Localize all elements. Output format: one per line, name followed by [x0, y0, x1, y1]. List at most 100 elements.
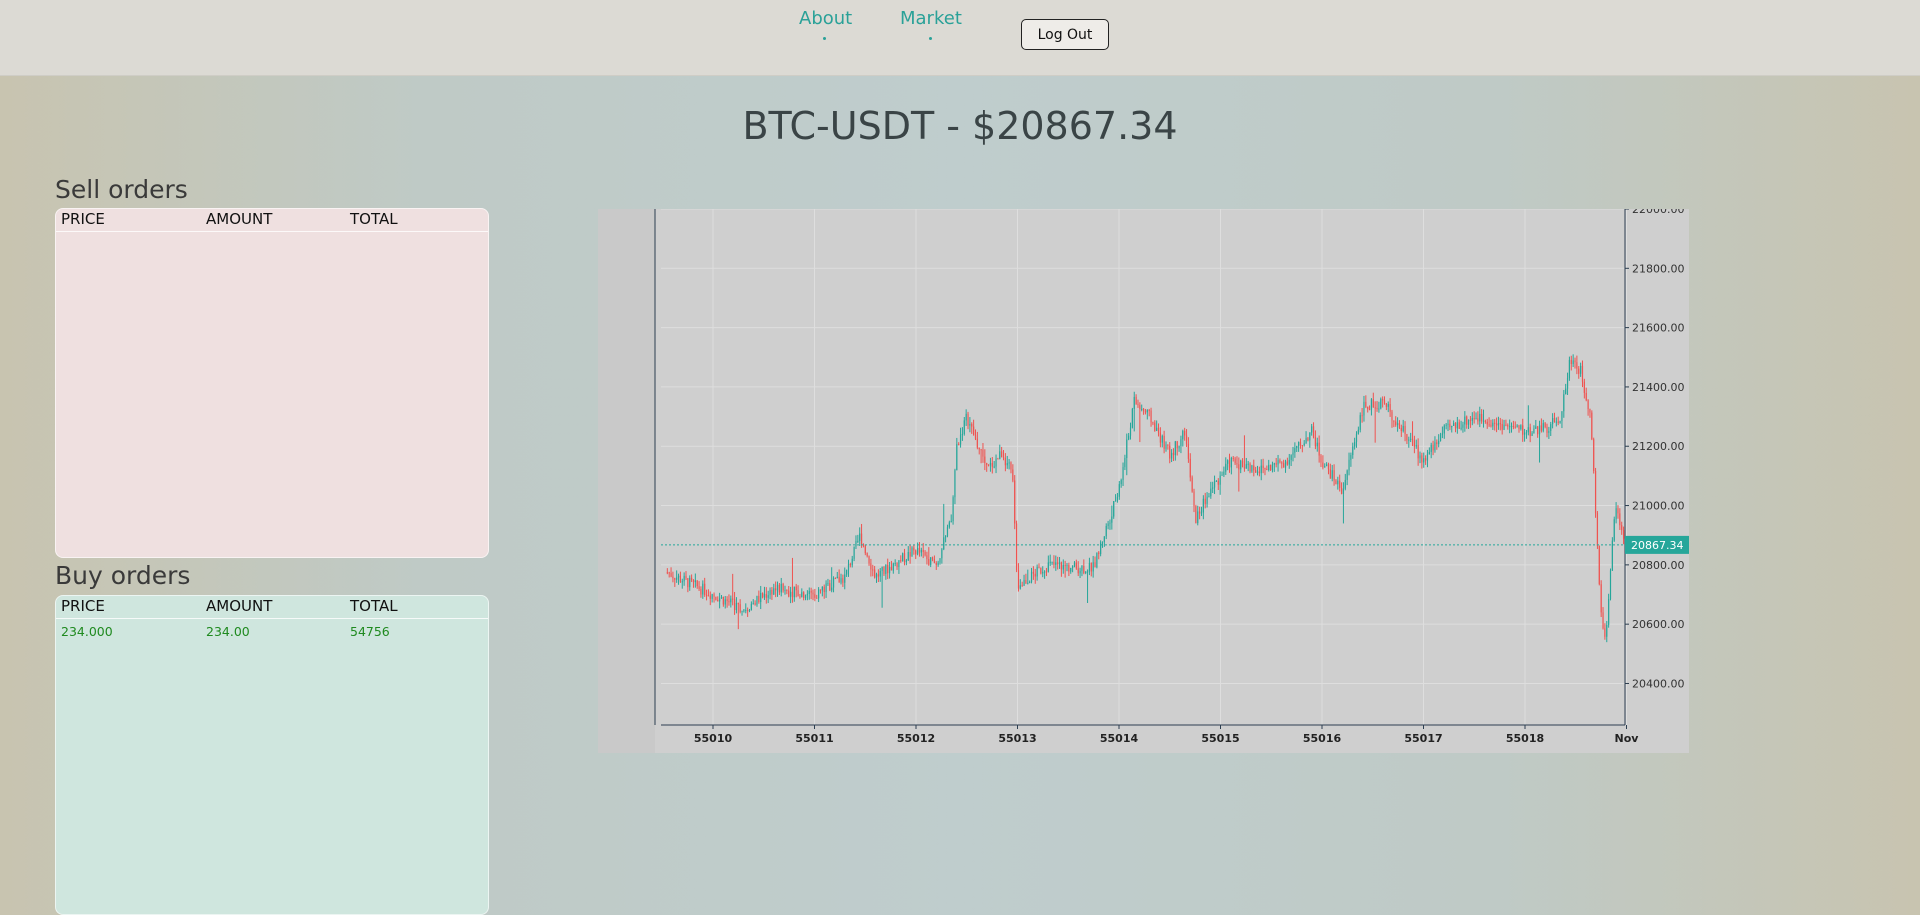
- candle-body: [1376, 408, 1378, 410]
- candle-body: [1449, 423, 1451, 428]
- candle-body: [930, 557, 932, 565]
- chart-background: [598, 209, 1689, 753]
- candle-body: [1512, 425, 1514, 427]
- candle-body: [1230, 457, 1232, 468]
- candle-body: [935, 562, 937, 565]
- candle-body: [847, 564, 850, 570]
- candle-body: [1129, 427, 1132, 436]
- candle-body: [789, 591, 792, 597]
- candle-body: [1058, 562, 1061, 565]
- candle-body: [840, 578, 842, 583]
- candle-body: [1195, 506, 1197, 524]
- candle-body: [1215, 480, 1218, 482]
- candle-body: [920, 549, 922, 553]
- candle-body: [1320, 455, 1322, 463]
- candle-body: [1466, 416, 1468, 425]
- candle-body: [1434, 442, 1436, 451]
- candle-body: [1344, 479, 1346, 489]
- candle-body: [741, 610, 743, 612]
- candle-body: [1281, 462, 1283, 464]
- candle-body: [1088, 562, 1091, 572]
- logout-button[interactable]: Log Out: [1021, 19, 1109, 50]
- candle-body: [1382, 398, 1384, 401]
- candle-body: [1354, 441, 1356, 447]
- price-chart-svg[interactable]: 22000.00 21800.00 21600.00 21400.00 21200.00…: [598, 203, 1689, 753]
- candle-body: [1609, 570, 1612, 600]
- candle-body: [1021, 585, 1023, 587]
- candle-body: [1015, 523, 1018, 571]
- candle-body: [1619, 513, 1621, 526]
- candle-body: [954, 470, 956, 498]
- candle-body: [963, 420, 965, 434]
- candle-body: [1165, 444, 1167, 449]
- sell-col-amount: AMOUNT: [206, 210, 273, 228]
- candle-body: [1447, 423, 1449, 425]
- candle-body: [1072, 566, 1074, 568]
- candle-body: [1107, 523, 1109, 526]
- nav-market-link[interactable]: Market: [900, 8, 962, 40]
- candle-body: [760, 592, 762, 603]
- candle-body: [1583, 381, 1585, 393]
- candle-body: [978, 447, 980, 450]
- candle-body: [1527, 427, 1529, 433]
- candle-body: [1473, 417, 1475, 420]
- candle-body: [1576, 362, 1578, 369]
- candle-body: [1598, 545, 1600, 585]
- candle-body: [681, 581, 683, 583]
- candle-body: [1027, 582, 1029, 584]
- candle-body: [797, 590, 799, 597]
- candle-body: [1060, 562, 1063, 570]
- candle-body: [672, 576, 674, 579]
- candle-body: [1271, 464, 1274, 471]
- candle-body: [1296, 445, 1298, 449]
- candle-body: [733, 599, 736, 611]
- candle-body: [1565, 388, 1567, 395]
- candle-body: [804, 595, 807, 598]
- candle-body: [1581, 365, 1584, 382]
- nav-about-link[interactable]: About: [799, 8, 852, 40]
- x-tick-label: 55015: [1201, 732, 1239, 745]
- candle-body: [1243, 466, 1246, 469]
- candle-body: [1445, 424, 1447, 426]
- candle-body: [885, 564, 887, 574]
- candle-body: [866, 553, 868, 557]
- candle-body: [851, 558, 853, 566]
- candle-body: [976, 438, 978, 448]
- candle-body: [1294, 448, 1296, 453]
- candle-body: [1137, 403, 1139, 406]
- candle-body: [898, 560, 900, 567]
- candle-body: [698, 586, 700, 589]
- x-tick-label: 55012: [897, 732, 935, 745]
- candle-body: [810, 590, 812, 593]
- x-tick-label: 55014: [1100, 732, 1139, 745]
- candle-body: [694, 580, 696, 583]
- candle-body: [668, 572, 670, 574]
- candle-body: [1139, 405, 1141, 410]
- candle-body: [1012, 469, 1014, 481]
- candle-body: [685, 575, 687, 579]
- candle-body: [1406, 434, 1408, 441]
- candle-body: [916, 547, 919, 555]
- candle-body: [950, 521, 952, 523]
- candle-body: [1525, 432, 1528, 434]
- candle-body: [1023, 580, 1025, 586]
- candle-body: [1363, 401, 1365, 416]
- candle-body: [1309, 432, 1311, 441]
- candle-body: [1236, 463, 1238, 465]
- candle-body: [1546, 426, 1548, 433]
- candle-body: [769, 589, 771, 596]
- candle-body: [1051, 561, 1053, 563]
- buy-col-amount: AMOUNT: [206, 597, 273, 615]
- candle-body: [1184, 430, 1186, 436]
- candle-body: [1081, 565, 1083, 571]
- candle-body: [1038, 566, 1040, 568]
- price-chart[interactable]: 22000.00 21800.00 21600.00 21400.00 21200.00…: [598, 203, 1689, 753]
- candle-body: [1232, 457, 1234, 459]
- candle-body: [1438, 440, 1440, 445]
- candle-body: [1298, 441, 1300, 446]
- candle-body: [726, 599, 728, 602]
- candle-body: [909, 552, 911, 557]
- candle-body: [700, 588, 702, 595]
- candle-body: [1086, 571, 1089, 573]
- candle-body: [692, 580, 695, 583]
